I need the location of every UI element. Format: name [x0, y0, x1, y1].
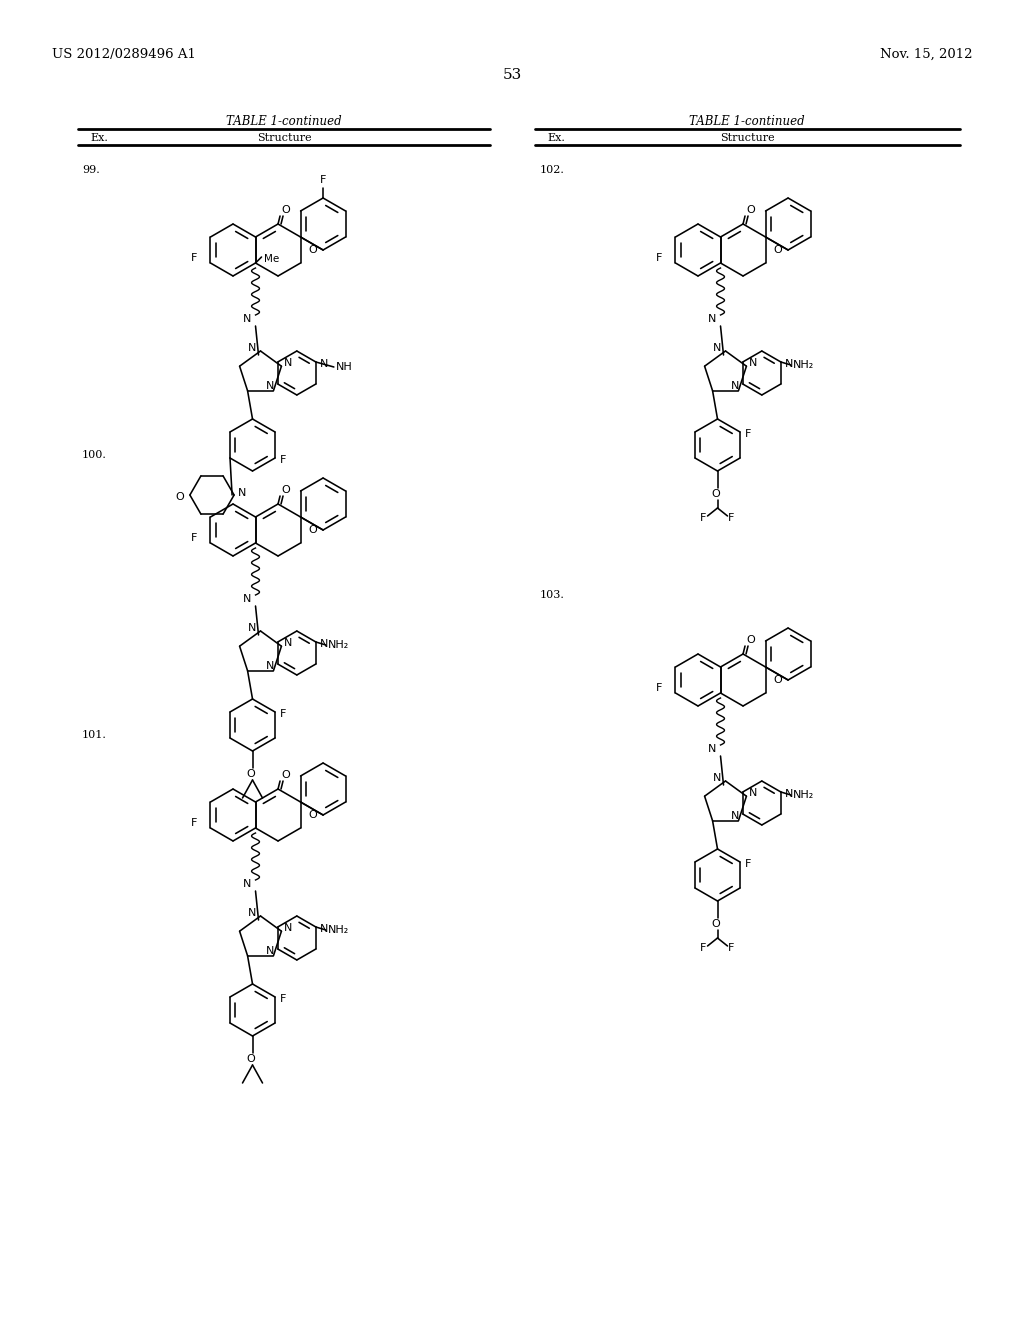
Text: O: O: [281, 205, 290, 215]
Text: NH₂: NH₂: [328, 640, 349, 649]
Text: N: N: [749, 788, 757, 799]
Text: O: O: [246, 1053, 255, 1064]
Text: Nov. 15, 2012: Nov. 15, 2012: [880, 48, 972, 61]
Text: O: O: [711, 919, 720, 929]
Text: F: F: [700, 942, 707, 953]
Text: F: F: [656, 682, 663, 693]
Text: N: N: [265, 381, 273, 391]
Text: F: F: [319, 176, 327, 185]
Text: TABLE 1-continued: TABLE 1-continued: [226, 115, 342, 128]
Text: 53: 53: [503, 69, 521, 82]
Text: Me: Me: [263, 253, 279, 264]
Text: O: O: [773, 675, 782, 685]
Text: N: N: [284, 358, 292, 368]
Text: 103.: 103.: [540, 590, 565, 601]
Text: Ex.: Ex.: [90, 133, 108, 143]
Text: N: N: [244, 594, 252, 605]
Text: O: O: [746, 205, 755, 215]
Text: N: N: [319, 359, 329, 370]
Text: N: N: [244, 879, 252, 888]
Text: N: N: [713, 774, 722, 783]
Text: NH₂: NH₂: [793, 360, 814, 370]
Text: O: O: [308, 810, 317, 820]
Text: N: N: [713, 343, 722, 352]
Text: Ex.: Ex.: [547, 133, 565, 143]
Text: F: F: [745, 859, 752, 869]
Text: N: N: [709, 744, 717, 754]
Text: F: F: [280, 455, 287, 465]
Text: O: O: [746, 635, 755, 645]
Text: F: F: [728, 513, 734, 523]
Text: N: N: [319, 924, 329, 935]
Text: N: N: [730, 381, 738, 391]
Text: 101.: 101.: [82, 730, 106, 741]
Text: N: N: [784, 359, 794, 370]
Text: O: O: [246, 770, 255, 779]
Text: F: F: [728, 942, 734, 953]
Text: N: N: [749, 358, 757, 368]
Text: N: N: [248, 343, 257, 352]
Text: O: O: [308, 525, 317, 535]
Text: O: O: [308, 246, 317, 255]
Text: N: N: [709, 314, 717, 323]
Text: O: O: [711, 488, 720, 499]
Text: 102.: 102.: [540, 165, 565, 176]
Text: N: N: [265, 661, 273, 671]
Text: TABLE 1-continued: TABLE 1-continued: [689, 115, 805, 128]
Text: NH₂: NH₂: [328, 925, 349, 935]
Text: O: O: [175, 492, 184, 502]
Text: 99.: 99.: [82, 165, 99, 176]
Text: F: F: [745, 429, 752, 440]
Text: O: O: [281, 484, 290, 495]
Text: O: O: [281, 770, 290, 780]
Text: N: N: [244, 314, 252, 323]
Text: N: N: [248, 908, 257, 917]
Text: Structure: Structure: [720, 133, 774, 143]
Text: N: N: [284, 923, 292, 933]
Text: N: N: [239, 488, 247, 498]
Text: F: F: [656, 253, 663, 263]
Text: F: F: [191, 818, 198, 828]
Text: N: N: [319, 639, 329, 649]
Text: N: N: [730, 810, 738, 821]
Text: US 2012/0289496 A1: US 2012/0289496 A1: [52, 48, 196, 61]
Text: O: O: [773, 246, 782, 255]
Text: N: N: [248, 623, 257, 634]
Text: F: F: [280, 709, 287, 719]
Text: N: N: [784, 789, 794, 799]
Text: NH: NH: [336, 362, 352, 372]
Text: N: N: [265, 946, 273, 956]
Text: N: N: [284, 638, 292, 648]
Text: F: F: [700, 513, 707, 523]
Text: Structure: Structure: [257, 133, 311, 143]
Text: NH₂: NH₂: [793, 789, 814, 800]
Text: F: F: [191, 533, 198, 543]
Text: 100.: 100.: [82, 450, 106, 459]
Text: F: F: [280, 994, 287, 1005]
Text: F: F: [191, 253, 198, 263]
